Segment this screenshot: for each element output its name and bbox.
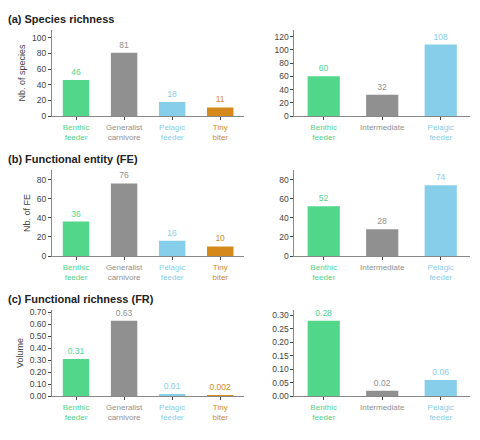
svg-text:18: 18 <box>167 89 177 99</box>
svg-text:0.20: 0.20 <box>272 337 289 347</box>
svg-text:0.40: 0.40 <box>30 343 47 353</box>
svg-text:81: 81 <box>119 40 129 50</box>
svg-text:0.05: 0.05 <box>272 378 289 388</box>
svg-text:108: 108 <box>434 32 448 42</box>
svg-text:Generalistcarnivore: Generalistcarnivore <box>106 403 143 422</box>
svg-text:0.01: 0.01 <box>164 381 181 391</box>
svg-text:Tinybiter: Tinybiter <box>212 123 228 142</box>
svg-text:80: 80 <box>37 48 47 58</box>
svg-text:28: 28 <box>377 216 387 226</box>
svg-text:Pelagicfeeder: Pelagicfeeder <box>428 263 454 282</box>
svg-text:60: 60 <box>37 64 47 74</box>
svg-text:0.60: 0.60 <box>30 319 47 329</box>
svg-text:60: 60 <box>319 63 329 73</box>
svg-text:Benthicfeeder: Benthicfeeder <box>310 263 337 282</box>
svg-text:0.10: 0.10 <box>272 364 289 374</box>
svg-text:0.002: 0.002 <box>209 382 231 392</box>
svg-text:20: 20 <box>279 232 289 242</box>
svg-text:10: 10 <box>215 233 225 243</box>
svg-text:0.50: 0.50 <box>30 331 47 341</box>
svg-text:Benthicfeeder: Benthicfeeder <box>310 403 337 422</box>
svg-text:Pelagicfeeder: Pelagicfeeder <box>159 263 185 282</box>
svg-text:Volume: Volume <box>15 338 25 368</box>
svg-text:76: 76 <box>119 170 129 180</box>
svg-text:20: 20 <box>37 95 47 105</box>
svg-text:Intermediate: Intermediate <box>360 263 405 272</box>
svg-text:0.15: 0.15 <box>272 351 289 361</box>
svg-text:60: 60 <box>279 71 289 81</box>
svg-text:32: 32 <box>377 82 387 92</box>
svg-text:0.25: 0.25 <box>272 324 289 334</box>
svg-text:120: 120 <box>275 32 289 42</box>
svg-text:40: 40 <box>37 80 47 90</box>
svg-text:Benthicfeeder: Benthicfeeder <box>63 123 90 142</box>
svg-text:Tinybiter: Tinybiter <box>212 263 228 282</box>
svg-text:Generalistcarnivore: Generalistcarnivore <box>106 263 143 282</box>
svg-text:Nb. of species: Nb. of species <box>17 44 27 102</box>
svg-text:20: 20 <box>279 98 289 108</box>
svg-text:Nb. of FE: Nb. of FE <box>22 194 32 232</box>
svg-text:0: 0 <box>284 111 289 121</box>
svg-text:(a) Species richness: (a) Species richness <box>8 13 114 25</box>
svg-text:Intermediate: Intermediate <box>360 123 405 132</box>
svg-text:Pelagicfeeder: Pelagicfeeder <box>159 123 185 142</box>
svg-text:Benthicfeeder: Benthicfeeder <box>63 403 90 422</box>
svg-text:100: 100 <box>32 33 46 43</box>
svg-text:40: 40 <box>279 213 289 223</box>
svg-text:40: 40 <box>279 85 289 95</box>
svg-text:0.31: 0.31 <box>68 346 85 356</box>
svg-text:0: 0 <box>284 251 289 261</box>
svg-text:0.28: 0.28 <box>315 308 332 318</box>
svg-text:100: 100 <box>275 45 289 55</box>
svg-text:16: 16 <box>167 228 177 238</box>
svg-text:Pelagicfeeder: Pelagicfeeder <box>428 403 454 422</box>
svg-text:Tinybiter: Tinybiter <box>212 403 228 422</box>
svg-text:11: 11 <box>216 94 225 104</box>
svg-text:Pelagicfeeder: Pelagicfeeder <box>159 403 185 422</box>
svg-text:Benthicfeeder: Benthicfeeder <box>310 123 337 142</box>
svg-text:Intermediate: Intermediate <box>360 403 405 412</box>
svg-text:0.02: 0.02 <box>374 378 391 388</box>
svg-text:80: 80 <box>279 175 289 185</box>
svg-text:0.10: 0.10 <box>30 379 47 389</box>
svg-text:Benthicfeeder: Benthicfeeder <box>63 263 90 282</box>
svg-text:0.70: 0.70 <box>30 307 47 317</box>
svg-text:0.63: 0.63 <box>116 308 133 318</box>
svg-text:60: 60 <box>279 194 289 204</box>
svg-text:46: 46 <box>71 67 81 77</box>
svg-text:0.30: 0.30 <box>272 310 289 320</box>
svg-text:Pelagicfeeder: Pelagicfeeder <box>428 123 454 142</box>
svg-text:52: 52 <box>319 193 329 203</box>
svg-text:0.00: 0.00 <box>30 391 47 401</box>
svg-text:0: 0 <box>42 111 47 121</box>
svg-text:40: 40 <box>37 213 47 223</box>
svg-text:80: 80 <box>37 175 47 185</box>
svg-text:36: 36 <box>71 209 81 219</box>
svg-text:0: 0 <box>42 251 47 261</box>
svg-text:0.30: 0.30 <box>30 355 47 365</box>
svg-text:Generalistcarnivore: Generalistcarnivore <box>106 123 143 142</box>
svg-text:(c) Functional richness (FR): (c) Functional richness (FR) <box>8 293 154 305</box>
svg-text:20: 20 <box>37 232 47 242</box>
svg-text:0.00: 0.00 <box>272 391 289 401</box>
svg-text:74: 74 <box>436 172 446 182</box>
svg-text:0.06: 0.06 <box>432 367 449 377</box>
svg-text:60: 60 <box>37 194 47 204</box>
svg-text:80: 80 <box>279 58 289 68</box>
svg-text:(b) Functional entity (FE): (b) Functional entity (FE) <box>8 153 138 165</box>
svg-text:0.20: 0.20 <box>30 367 47 377</box>
